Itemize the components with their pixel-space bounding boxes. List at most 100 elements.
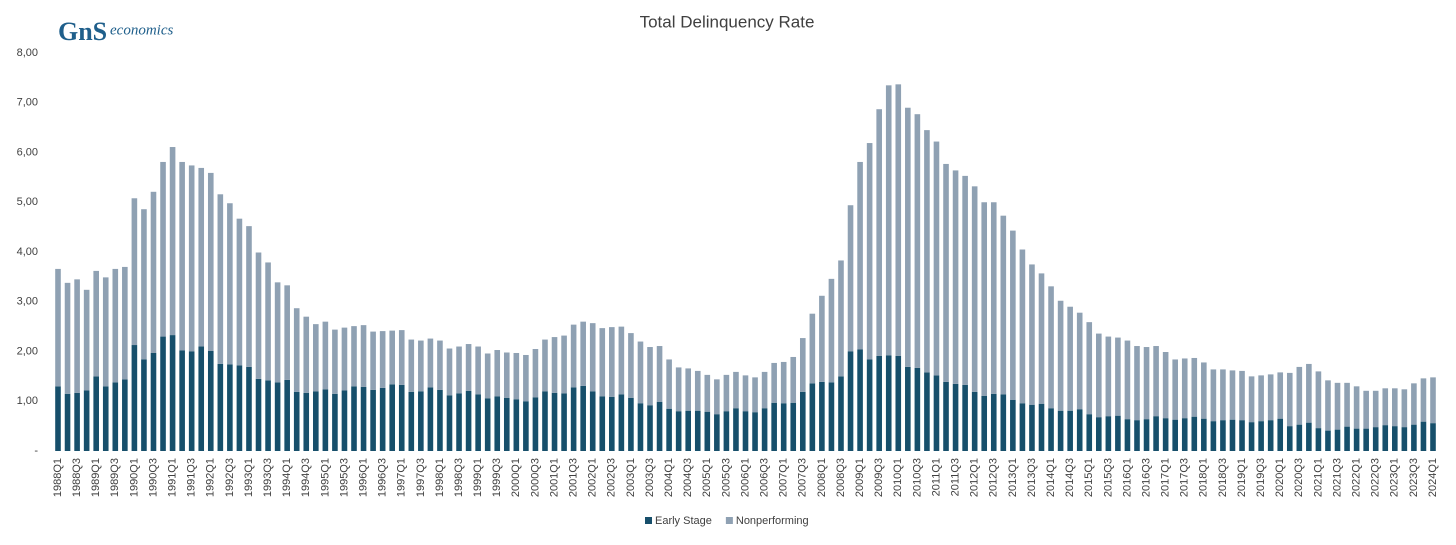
bar-segment	[293, 391, 300, 451]
bar-segment	[150, 191, 157, 353]
bar-segment	[1067, 410, 1073, 451]
bar-segment	[761, 371, 768, 409]
x-tick-label: 2011Q1	[930, 458, 942, 496]
bar-segment	[952, 170, 959, 384]
x-tick-label: 2016Q1	[1121, 458, 1133, 497]
bar-segment	[284, 285, 290, 380]
bar-segment	[580, 321, 586, 386]
bar-segment	[456, 393, 462, 451]
bar-segment	[809, 383, 816, 451]
x-tick-label: 1998Q3	[453, 458, 465, 497]
bar-segment	[1010, 399, 1016, 451]
chart-title: Total Delinquency Rate	[640, 12, 815, 31]
bar-segment	[589, 323, 596, 392]
bar-segment	[714, 414, 720, 451]
bar-segment	[523, 354, 529, 402]
x-tick-label: 2015Q3	[1102, 458, 1114, 497]
bar-segment	[1220, 369, 1226, 421]
bar-segment	[943, 163, 949, 382]
x-tick-label: 1997Q3	[415, 458, 427, 497]
bar-segment	[618, 326, 625, 395]
bar-segment	[628, 397, 634, 451]
bar-segment	[503, 397, 510, 451]
bar-segment	[895, 84, 902, 356]
bar-segment	[122, 379, 128, 451]
bar-segment	[752, 412, 758, 451]
bar-segment	[618, 394, 625, 451]
x-tick-label: 2014Q3	[1064, 458, 1076, 497]
bar-segment	[1334, 382, 1341, 430]
bar-segment	[160, 161, 166, 337]
bar-segment	[332, 393, 338, 451]
x-tick-label: 2004Q1	[663, 458, 675, 497]
bar-segment	[360, 325, 367, 387]
bar-segment	[733, 408, 739, 451]
bar-segment	[188, 351, 195, 451]
x-tick-label: 1996Q1	[357, 458, 369, 497]
bar-segment	[198, 167, 205, 347]
x-tick-label: 1999Q3	[491, 458, 503, 497]
bar-segment	[952, 383, 959, 451]
x-tick-label: 2009Q3	[873, 458, 885, 497]
x-tick-label: 1991Q1	[166, 458, 178, 497]
bar-segment	[1181, 418, 1188, 451]
bar-segment	[1220, 420, 1226, 451]
bar-segment	[885, 355, 892, 451]
x-tick-label: 2012Q1	[969, 458, 981, 497]
bar-segment	[265, 380, 271, 451]
bar-segment	[1315, 371, 1322, 429]
x-tick-label: 1990Q3	[147, 458, 159, 497]
x-tick-label: 2001Q1	[548, 458, 560, 497]
bar-segment	[714, 379, 720, 415]
x-tick-label: 1992Q1	[205, 458, 217, 497]
bar-segment	[322, 321, 329, 390]
bar-segment	[494, 350, 501, 397]
x-tick-label: 2019Q3	[1255, 458, 1267, 497]
bar-segment	[819, 295, 825, 382]
bar-segment	[723, 374, 730, 412]
bar-segment	[246, 226, 252, 367]
bar-segment	[742, 411, 749, 451]
bar-segment	[484, 353, 491, 399]
bar-segment	[990, 202, 997, 394]
x-tick-label: 1989Q3	[109, 458, 121, 497]
bar-segment	[838, 376, 844, 451]
bar-segment	[1325, 380, 1331, 431]
bar-segment	[122, 266, 128, 380]
bar-segment	[1430, 377, 1436, 424]
logo-mark: GnS	[58, 17, 107, 46]
bar-segment	[666, 408, 672, 451]
x-tick-label: 1993Q1	[243, 458, 255, 497]
bar-segment	[1210, 369, 1217, 422]
bar-segment	[914, 367, 921, 451]
bar-segment	[1334, 429, 1341, 451]
bar-segment	[274, 382, 281, 451]
x-tick-label: 2006Q3	[759, 458, 771, 497]
x-tick-label: 2000Q1	[510, 458, 522, 497]
bar-segment	[570, 387, 577, 451]
bar-segment	[580, 385, 586, 451]
x-tick-label: 2010Q3	[911, 458, 923, 497]
bar-segment	[1153, 346, 1159, 417]
bar-segment	[1353, 428, 1360, 451]
y-tick-label: 7,00	[17, 97, 38, 109]
bar-segment	[255, 252, 262, 379]
bar-segment	[1048, 408, 1054, 451]
bar-segment	[217, 363, 224, 451]
bar-segment	[924, 372, 930, 451]
bar-segment	[1153, 416, 1159, 451]
bar-segment	[656, 346, 663, 402]
bar-segment	[876, 109, 882, 356]
bar-segment	[55, 386, 61, 451]
bar-segment	[694, 410, 701, 451]
x-tick-label: 2015Q1	[1083, 458, 1095, 497]
bar-segment	[1210, 421, 1217, 451]
bar-segment	[962, 384, 968, 451]
bar-segment	[1181, 358, 1188, 419]
bar-segment	[1411, 424, 1417, 451]
bar-segment	[990, 393, 997, 451]
bar-segment	[1124, 340, 1131, 420]
bar-segment	[589, 391, 596, 451]
bar-segment	[513, 352, 520, 400]
bar-segment	[742, 375, 749, 412]
